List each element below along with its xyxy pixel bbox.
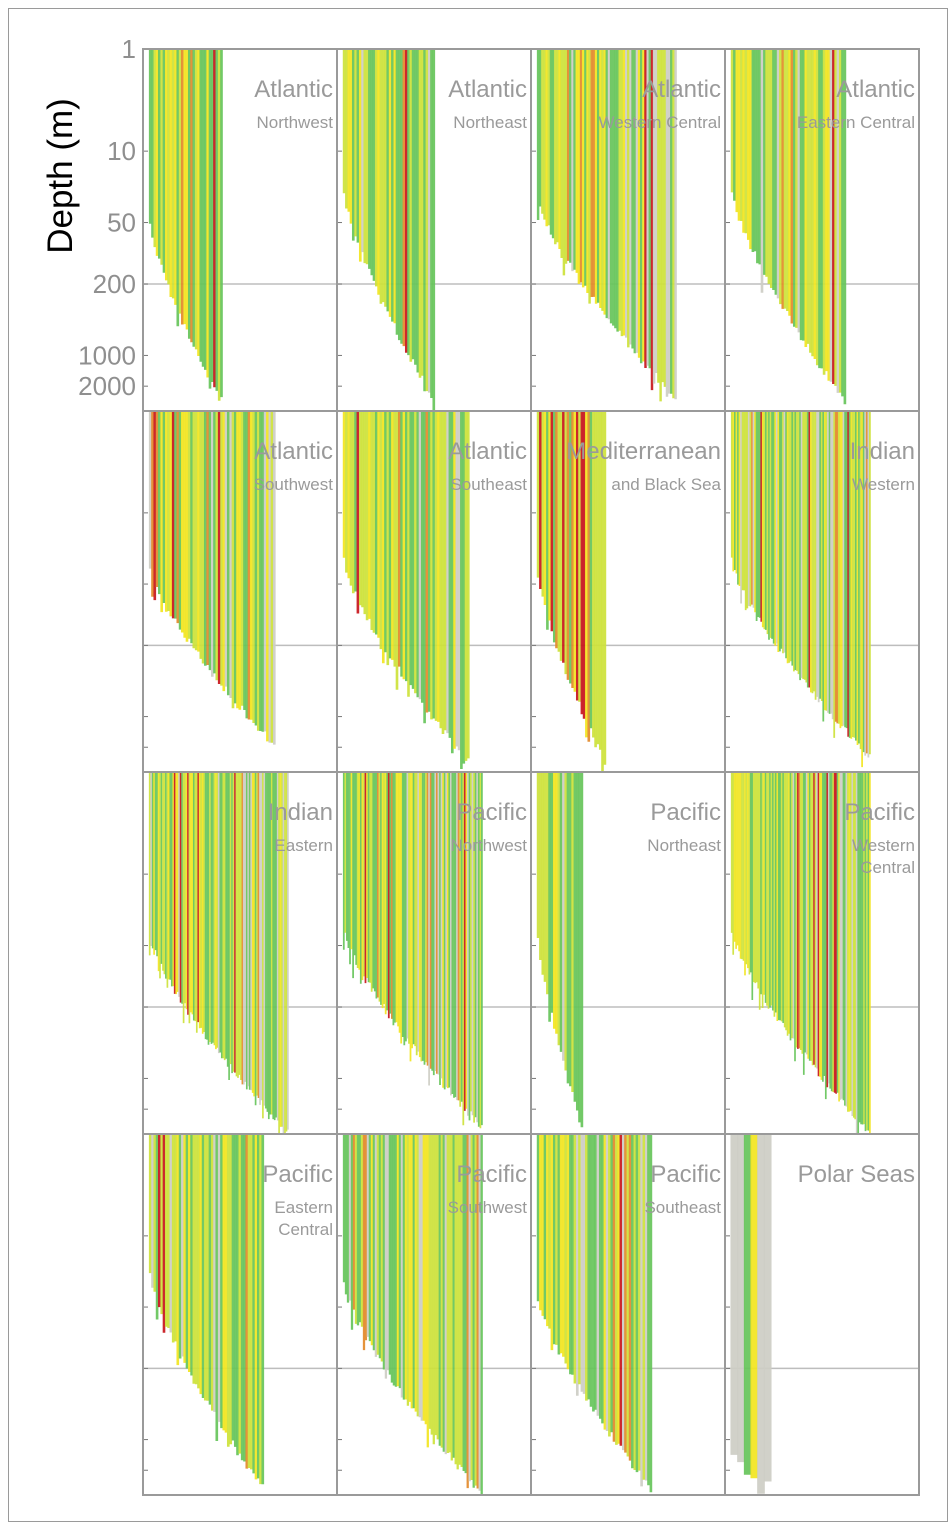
panel: Atlantic Southwest	[142, 410, 338, 773]
panel-title: Pacific	[456, 1161, 527, 1188]
panel: Atlantic Northeast	[336, 48, 532, 412]
panel-subtitle: Central	[278, 1220, 333, 1239]
panel: Atlantic Northwest	[142, 48, 338, 412]
y-tick-label: 1000	[78, 340, 136, 370]
panel-title: Pacific	[650, 1161, 721, 1188]
panel: Pacific Southwest	[336, 1133, 532, 1496]
panel-subtitle: Northeast	[647, 836, 721, 855]
panel-title: Mediterranean	[566, 438, 721, 465]
bar-group	[536, 772, 584, 1128]
y-tick-label: 1	[122, 34, 136, 64]
panel-subtitle: Western	[852, 836, 915, 855]
panel: Pacific Western Central	[724, 771, 920, 1135]
y-tick-label: 10	[107, 136, 136, 166]
panel-title: Pacific	[844, 799, 915, 826]
panel: Indian Western	[724, 410, 920, 773]
bar-group	[536, 49, 677, 402]
panel: Mediterranean and Black Sea	[530, 410, 726, 773]
bar-group	[730, 411, 871, 768]
panel-border	[724, 1133, 920, 1496]
bar-group	[342, 1134, 483, 1495]
bar-group	[148, 772, 289, 1135]
bar-group	[342, 772, 483, 1129]
panel-subtitle: Southwest	[254, 475, 334, 494]
panel-title: Atlantic	[448, 438, 527, 465]
panel: Pacific Southeast	[530, 1133, 726, 1496]
panel-subtitle: Southwest	[448, 1198, 528, 1217]
bar-group	[536, 1134, 653, 1493]
panel-title: Indian	[850, 438, 915, 465]
panel: Atlantic Southeast	[336, 410, 532, 773]
panel-title: Atlantic	[254, 438, 333, 465]
panel: Indian Eastern	[142, 771, 338, 1135]
panel-subtitle: Eastern	[274, 1198, 333, 1217]
bar-group	[148, 1134, 265, 1485]
panel-subtitle: Eastern Central	[797, 113, 915, 132]
panel-subtitle: Northwest	[256, 113, 333, 132]
bar-group	[342, 49, 436, 412]
panel-title: Atlantic	[254, 76, 333, 103]
panel-subtitle: Northwest	[450, 836, 527, 855]
panel-title: Pacific	[650, 799, 721, 826]
panel-title: Indian	[268, 799, 333, 826]
panel-title: Polar Seas	[798, 1161, 915, 1188]
bar-group	[730, 772, 871, 1135]
y-tick-label: 50	[107, 208, 136, 238]
bar-group	[730, 1134, 772, 1494]
bar-group	[730, 49, 847, 405]
panel: Polar Seas	[724, 1133, 920, 1496]
panel-subtitle: Southeast	[450, 475, 527, 494]
panel-subtitle: Western	[852, 475, 915, 494]
y-tick-label: 200	[93, 269, 136, 299]
panel-title: Atlantic	[836, 76, 915, 103]
panel-subtitle: Western Central	[598, 113, 721, 132]
panel-subtitle: Central	[860, 858, 915, 877]
panel-title: Pacific	[456, 799, 527, 826]
panel-subtitle: Eastern	[274, 836, 333, 855]
panel-subtitle: Southeast	[644, 1198, 721, 1217]
panel: Pacific Northeast	[530, 771, 726, 1135]
panel-title: Atlantic	[448, 76, 527, 103]
panel-subtitle: Northeast	[453, 113, 527, 132]
bar-group	[148, 49, 223, 401]
panel-title: Pacific	[262, 1161, 333, 1188]
bar-group	[148, 411, 276, 745]
panel: Atlantic Eastern Central	[724, 48, 920, 412]
bar-group	[342, 411, 470, 769]
panel: Pacific Northwest	[336, 771, 532, 1135]
y-axis-title: Depth (m)	[41, 98, 80, 254]
panel: Pacific Eastern Central	[142, 1133, 338, 1496]
panel-title: Atlantic	[642, 76, 721, 103]
bar-group	[536, 411, 607, 773]
y-tick-label: 2000	[78, 371, 136, 401]
panel: Atlantic Western Central	[530, 48, 726, 412]
panel-subtitle: and Black Sea	[611, 475, 721, 494]
